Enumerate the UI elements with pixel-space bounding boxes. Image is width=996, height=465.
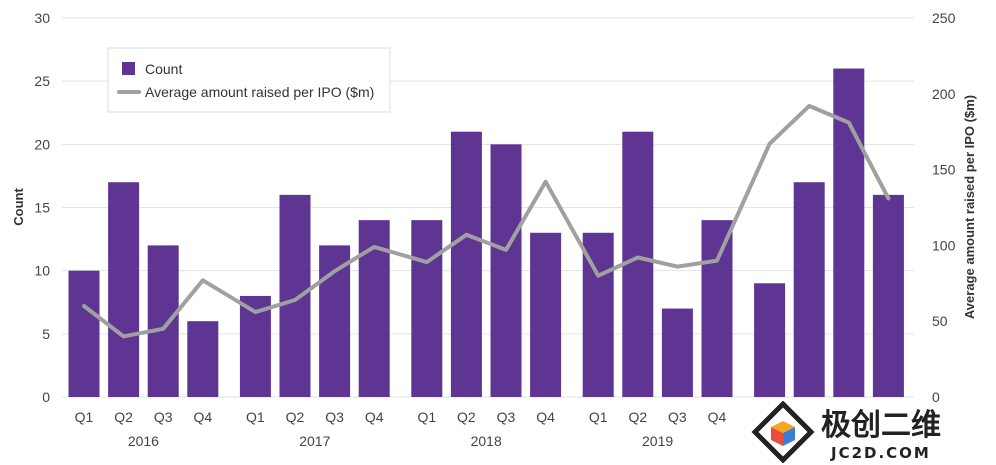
y-tick-label: 5 xyxy=(42,326,50,342)
svg-text:JC2D.COM: JC2D.COM xyxy=(830,444,931,462)
bar xyxy=(68,270,100,397)
y-tick-label: 25 xyxy=(34,73,50,89)
bars xyxy=(68,68,904,398)
year-label: 2017 xyxy=(299,433,330,449)
year-label: 2016 xyxy=(128,433,159,449)
year-labels: 2016 2017 2018 2019 xyxy=(128,433,674,449)
x-tick-label: Q4 xyxy=(708,409,727,425)
bar xyxy=(754,283,786,397)
bar xyxy=(450,131,482,397)
bar xyxy=(701,220,733,397)
bar xyxy=(793,182,825,397)
right-axis-ticks: 0 50 100 150 200 250 xyxy=(932,10,956,405)
bar xyxy=(319,245,351,397)
x-tick-label: Q4 xyxy=(365,409,384,425)
x-tick-label: Q3 xyxy=(154,409,173,425)
bar xyxy=(147,245,179,397)
legend-line-label: Average amount raised per IPO ($m) xyxy=(145,84,374,100)
bar xyxy=(108,182,140,397)
x-tick-label: Q3 xyxy=(668,409,687,425)
bar xyxy=(279,194,311,397)
y2-tick-label: 150 xyxy=(932,162,956,178)
y-tick-label: 15 xyxy=(34,200,50,216)
y2-tick-label: 250 xyxy=(932,10,956,26)
svg-text:极创二维: 极创二维 xyxy=(821,408,941,443)
bar xyxy=(490,144,522,397)
bar xyxy=(872,194,904,397)
legend-box xyxy=(107,47,391,113)
y2-axis-title: Average amount raised per IPO ($m) xyxy=(962,95,977,319)
x-tick-label: Q2 xyxy=(628,409,647,425)
x-tick-label: Q2 xyxy=(457,409,476,425)
year-label: 2018 xyxy=(471,433,502,449)
x-tick-label: Q1 xyxy=(75,409,94,425)
line-series-path xyxy=(82,103,891,339)
x-tick-label: Q3 xyxy=(497,409,516,425)
bar xyxy=(661,308,693,397)
x-tick-label: Q4 xyxy=(193,409,212,425)
y-axis-title: Count xyxy=(11,188,26,226)
y2-tick-label: 100 xyxy=(932,237,956,253)
x-tick-label: Q4 xyxy=(536,409,555,425)
y-tick-label: 0 xyxy=(42,389,50,405)
x-tick-label: Q2 xyxy=(114,409,133,425)
y-tick-label: 10 xyxy=(34,263,50,279)
watermark-logo: 极创二维 JC2D.COM xyxy=(751,401,941,463)
y2-tick-label: 50 xyxy=(932,313,948,329)
x-tick-label: Q1 xyxy=(589,409,608,425)
line-series xyxy=(82,103,891,339)
legend-count-swatch xyxy=(122,62,135,75)
x-tick-label: Q1 xyxy=(417,409,436,425)
left-axis-ticks: 0 5 10 15 20 25 30 xyxy=(34,10,50,405)
x-axis-ticks: Q1 Q2 Q3 Q4 Q1 Q2 Q3 Q4 Q1 Q2 Q3 Q4 Q1 Q2 Q3 Q4 xyxy=(75,409,727,425)
x-tick-label: Q1 xyxy=(246,409,265,425)
y2-tick-label: 200 xyxy=(932,86,956,102)
legend: Count Average amount raised per IPO ($m) xyxy=(107,47,391,113)
y-tick-label: 30 xyxy=(34,10,50,26)
year-label: 2019 xyxy=(642,433,673,449)
x-tick-label: Q3 xyxy=(325,409,344,425)
y-tick-label: 20 xyxy=(34,136,50,152)
bar xyxy=(530,232,562,397)
bar xyxy=(187,321,219,397)
bar xyxy=(411,220,443,397)
legend-count-label: Count xyxy=(145,61,182,77)
y2-tick-label: 0 xyxy=(932,389,940,405)
x-tick-label: Q2 xyxy=(286,409,305,425)
